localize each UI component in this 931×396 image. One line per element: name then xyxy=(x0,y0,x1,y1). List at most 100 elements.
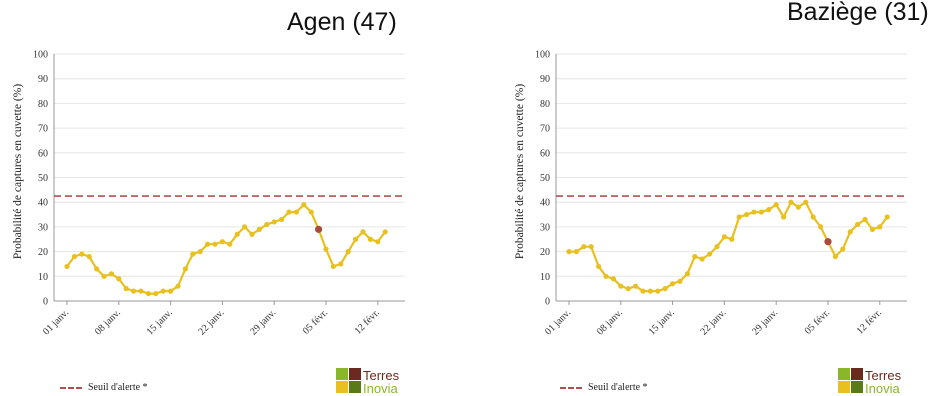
data-point xyxy=(256,226,262,232)
data-point xyxy=(818,224,824,230)
data-point xyxy=(175,283,181,289)
terres-inovia-logo: Terres Inovia xyxy=(838,368,910,396)
x-tick-label: 12 févr. xyxy=(353,307,382,336)
data-point xyxy=(168,288,174,294)
y-tick-label: 90 xyxy=(540,74,550,85)
data-point xyxy=(86,253,92,260)
data-point xyxy=(212,241,218,247)
legend-label: Seuil d'alerte * xyxy=(88,382,148,393)
data-point xyxy=(242,224,248,230)
y-tick-label: 90 xyxy=(38,74,48,85)
data-point xyxy=(338,261,344,267)
data-point xyxy=(375,239,381,245)
logo-square-icon xyxy=(838,368,850,380)
data-point xyxy=(279,216,285,223)
data-point xyxy=(610,276,617,282)
data-point xyxy=(116,276,122,282)
x-tick-label: 15 janv. xyxy=(647,307,677,337)
x-tick-label: 08 janv. xyxy=(595,307,625,337)
y-tick-label: 10 xyxy=(38,272,48,283)
y-tick-label: 80 xyxy=(38,99,48,110)
data-point xyxy=(323,246,329,252)
data-point xyxy=(729,236,735,242)
y-tick-label: 10 xyxy=(540,272,550,283)
data-point xyxy=(721,234,728,240)
data-point xyxy=(360,229,366,235)
y-tick-label: 60 xyxy=(540,148,550,159)
data-point xyxy=(714,244,720,250)
data-point xyxy=(108,271,114,277)
x-tick-label: 01 janv. xyxy=(543,307,573,337)
y-tick-label: 50 xyxy=(540,173,550,184)
data-point xyxy=(330,263,336,270)
data-point xyxy=(655,288,661,294)
data-point xyxy=(699,256,705,262)
data-point xyxy=(79,251,85,257)
data-point xyxy=(862,216,868,223)
x-tick-label: 22 janv. xyxy=(196,307,226,337)
x-tick-label: 29 janv. xyxy=(750,307,780,337)
highlight-point xyxy=(315,225,323,233)
data-point xyxy=(677,278,683,284)
x-tick-label: 15 janv. xyxy=(145,307,175,337)
data-point xyxy=(855,221,861,228)
x-tick-label: 05 févr. xyxy=(301,307,330,336)
data-point xyxy=(781,214,787,220)
data-point xyxy=(633,283,639,289)
y-tick-label: 70 xyxy=(38,124,48,135)
y-axis-title: Probabilité de captures en cuvette (%) xyxy=(12,84,24,259)
logo-square-icon xyxy=(838,381,850,393)
y-tick-label: 40 xyxy=(38,198,48,209)
data-point xyxy=(101,273,107,279)
data-point xyxy=(832,253,839,260)
logo-text-line2: Inovia xyxy=(363,381,398,396)
data-point xyxy=(131,288,137,294)
logo-square-icon xyxy=(336,381,348,393)
data-point xyxy=(758,209,765,215)
data-point xyxy=(603,273,609,279)
data-point xyxy=(684,271,691,277)
data-point xyxy=(773,202,779,208)
logo-square-icon xyxy=(349,368,361,380)
data-point xyxy=(367,236,373,242)
data-point xyxy=(647,288,654,294)
logo-text-line1: Terres xyxy=(865,368,902,383)
data-point xyxy=(884,214,890,220)
y-tick-label: 70 xyxy=(540,124,550,135)
logo-text-line2: Inovia xyxy=(865,381,900,396)
data-point xyxy=(670,281,676,287)
data-point xyxy=(869,226,876,232)
legend-label: Seuil d'alerte * xyxy=(588,382,648,393)
data-point xyxy=(71,253,77,260)
data-point xyxy=(264,221,270,228)
data-point xyxy=(145,290,151,297)
threshold-legend-swatch xyxy=(60,386,82,389)
data-point xyxy=(249,231,255,237)
series-line xyxy=(66,203,387,295)
data-point xyxy=(744,211,750,218)
x-tick-label: 29 janv. xyxy=(248,307,278,337)
logo-square-icon xyxy=(851,368,863,380)
data-point xyxy=(788,199,794,205)
data-point xyxy=(795,204,802,210)
x-tick-label: 01 janv. xyxy=(41,307,71,337)
data-point xyxy=(197,249,203,255)
data-point xyxy=(803,199,809,205)
data-point xyxy=(751,209,757,215)
y-tick-label: 80 xyxy=(540,99,550,110)
data-point xyxy=(877,224,883,230)
data-point xyxy=(736,214,742,220)
data-point xyxy=(640,288,646,294)
y-tick-label: 20 xyxy=(540,247,550,258)
data-point xyxy=(345,249,351,255)
legend-agen: Seuil d'alerte * xyxy=(60,382,148,393)
data-point xyxy=(286,209,292,215)
y-tick-label: 0 xyxy=(43,297,48,308)
logo-square-icon xyxy=(336,368,348,380)
data-point xyxy=(308,209,314,215)
series-line xyxy=(569,201,889,293)
x-tick-label: 05 févr. xyxy=(803,307,832,336)
y-tick-label: 60 xyxy=(38,148,48,159)
data-point xyxy=(573,249,580,255)
logo-square-icon xyxy=(349,381,361,393)
